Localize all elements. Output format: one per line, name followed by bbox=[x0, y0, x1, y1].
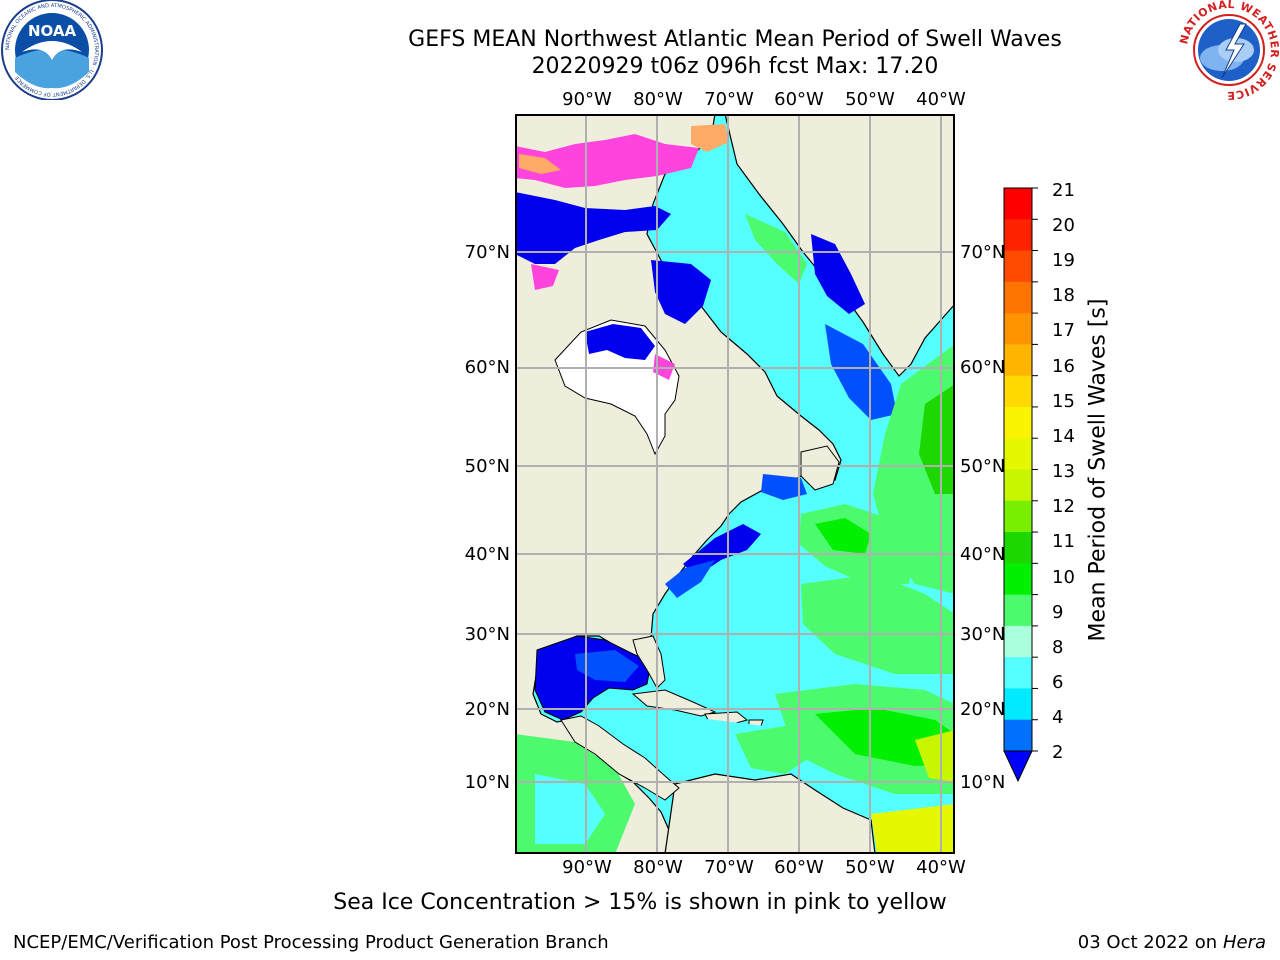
lon-label-top-90w: 90°W bbox=[562, 89, 612, 110]
colorbar-title: Mean Period of Swell Waves [s] bbox=[1085, 298, 1111, 642]
labrador-sea-dark bbox=[825, 324, 897, 420]
colorbar-segment bbox=[1004, 406, 1032, 439]
sea-ice bbox=[515, 134, 699, 188]
land-south-america bbox=[664, 773, 876, 854]
graticule bbox=[515, 114, 955, 854]
lat-label-right-40n: 40°N bbox=[960, 544, 1006, 565]
map-frame bbox=[515, 114, 955, 854]
colorbar-tick-11: 11 bbox=[1052, 531, 1075, 552]
colorbar-segment bbox=[1004, 250, 1032, 283]
lon-label-bottom-60w: 60°W bbox=[774, 857, 824, 878]
sea-ice-note: Sea Ice Concentration > 15% is shown in … bbox=[333, 890, 947, 915]
lat-label-left-20n: 20°N bbox=[464, 699, 510, 720]
green-band-davis bbox=[745, 214, 807, 284]
pacific-inner bbox=[535, 774, 605, 844]
lon-label-bottom-90w: 90°W bbox=[562, 857, 612, 878]
lat-label-left-70n: 70°N bbox=[464, 242, 510, 263]
colorbar-segment bbox=[1004, 344, 1032, 377]
mid-atlantic-green-2 bbox=[815, 518, 871, 554]
colorbar-segment bbox=[1004, 594, 1032, 627]
colorbar-tick-6: 6 bbox=[1052, 672, 1064, 693]
land-newfoundland bbox=[800, 445, 840, 491]
noaa-text: NOAA bbox=[28, 22, 77, 40]
footer-credit: NCEP/EMC/Verification Post Processing Pr… bbox=[13, 932, 609, 953]
colorbar-tick-10: 10 bbox=[1052, 567, 1075, 588]
colorbar-segment bbox=[1004, 438, 1032, 470]
colorbar-tick-16: 16 bbox=[1052, 356, 1075, 377]
lat-label-right-50n: 50°N bbox=[960, 456, 1006, 477]
colorbar-segment bbox=[1004, 532, 1032, 564]
lat-label-left-40n: 40°N bbox=[464, 544, 510, 565]
colorbar-segment bbox=[1004, 719, 1032, 752]
colorbar-segment bbox=[1004, 563, 1032, 596]
colorbar-extend-arrow bbox=[1003, 750, 1033, 783]
colorbar-tick-20: 20 bbox=[1052, 215, 1075, 236]
colorbar-segment bbox=[1004, 625, 1032, 658]
footer-date: 03 Oct 2022 on Hera bbox=[1078, 932, 1266, 953]
lat-label-left-30n: 30°N bbox=[464, 624, 510, 645]
colorbar-tick-12: 12 bbox=[1052, 496, 1075, 517]
colorbar-tick-9: 9 bbox=[1052, 602, 1064, 623]
colorbar-tick-13: 13 bbox=[1052, 461, 1075, 482]
arctic-channels bbox=[515, 192, 671, 264]
colorbar-tick-14: 14 bbox=[1052, 426, 1075, 447]
lat-label-right-60n: 60°N bbox=[960, 357, 1006, 378]
baffin-channels bbox=[651, 260, 711, 324]
lat-label-right-10n: 10°N bbox=[960, 772, 1006, 793]
colorbar-segment bbox=[1004, 219, 1032, 252]
lat-label-left-10n: 10°N bbox=[464, 772, 510, 793]
colorbar-segment bbox=[1004, 688, 1032, 721]
colorbar-tick-21: 21 bbox=[1052, 180, 1075, 201]
colorbar-tick-15: 15 bbox=[1052, 391, 1075, 412]
footer-machine: Hera bbox=[1222, 932, 1266, 953]
colorbar-tick-8: 8 bbox=[1052, 637, 1064, 658]
colorbar-segment bbox=[1004, 657, 1032, 689]
guiana-yellow bbox=[871, 804, 955, 854]
sea-ice-edge bbox=[519, 124, 729, 174]
colorbar-tick-17: 17 bbox=[1052, 320, 1075, 341]
lon-label-top-60w: 60°W bbox=[774, 89, 824, 110]
lon-label-top-70w: 70°W bbox=[704, 89, 754, 110]
gulf-st-lawrence bbox=[761, 474, 807, 500]
us-east-coast-dark bbox=[683, 524, 761, 576]
lat-label-left-60n: 60°N bbox=[464, 357, 510, 378]
lon-label-top-40w: 40°W bbox=[916, 89, 966, 110]
lon-label-bottom-50w: 50°W bbox=[845, 857, 895, 878]
us-east-coast-blue bbox=[665, 560, 715, 598]
land-greenland bbox=[724, 114, 955, 377]
colorbar-tick-18: 18 bbox=[1052, 285, 1075, 306]
colorbar-segment bbox=[1004, 281, 1032, 314]
map-title: GEFS MEAN Northwest Atlantic Mean Period… bbox=[408, 27, 1062, 52]
lon-label-bottom-70w: 70°W bbox=[704, 857, 754, 878]
lon-label-bottom-80w: 80°W bbox=[633, 857, 683, 878]
gulf-of-mexico-inner bbox=[575, 650, 639, 682]
lon-label-bottom-40w: 40°W bbox=[916, 857, 966, 878]
map-subtitle: 20220929 t06z 096h fcst Max: 17.20 bbox=[531, 54, 939, 79]
central-atlantic-green bbox=[801, 574, 955, 674]
footer-date-text: 03 Oct 2022 on bbox=[1077, 932, 1218, 953]
hudson-bay-deep bbox=[585, 324, 655, 360]
tropical-yellow bbox=[915, 730, 955, 782]
colorbar-segment bbox=[1004, 500, 1032, 533]
baffin-bay-dark bbox=[811, 234, 865, 314]
colorbar-segment bbox=[1004, 188, 1032, 220]
lon-label-top-80w: 80°W bbox=[633, 89, 683, 110]
colorbar-tick-4: 4 bbox=[1052, 707, 1064, 728]
lat-label-right-20n: 20°N bbox=[960, 699, 1006, 720]
colorbar-segment bbox=[1004, 313, 1032, 345]
colorbar-segment bbox=[1004, 375, 1032, 408]
colorbar bbox=[1003, 187, 1038, 783]
colorbar-tick-2: 2 bbox=[1052, 742, 1064, 763]
lat-label-right-30n: 30°N bbox=[960, 624, 1006, 645]
colorbar-segment bbox=[1004, 469, 1032, 502]
colorbar-tick-19: 19 bbox=[1052, 250, 1075, 271]
lon-label-top-50w: 50°W bbox=[845, 89, 895, 110]
map-panel bbox=[515, 114, 955, 854]
nws-logo: NATIONAL WEATHER SERVICE bbox=[1178, 0, 1280, 100]
land-central-america bbox=[560, 715, 680, 801]
noaa-logo: NOAA NATIONAL OCEANIC AND ATMOSPHERIC AD… bbox=[1, 0, 103, 100]
lat-label-left-50n: 50°N bbox=[464, 456, 510, 477]
lat-label-right-70n: 70°N bbox=[960, 242, 1006, 263]
